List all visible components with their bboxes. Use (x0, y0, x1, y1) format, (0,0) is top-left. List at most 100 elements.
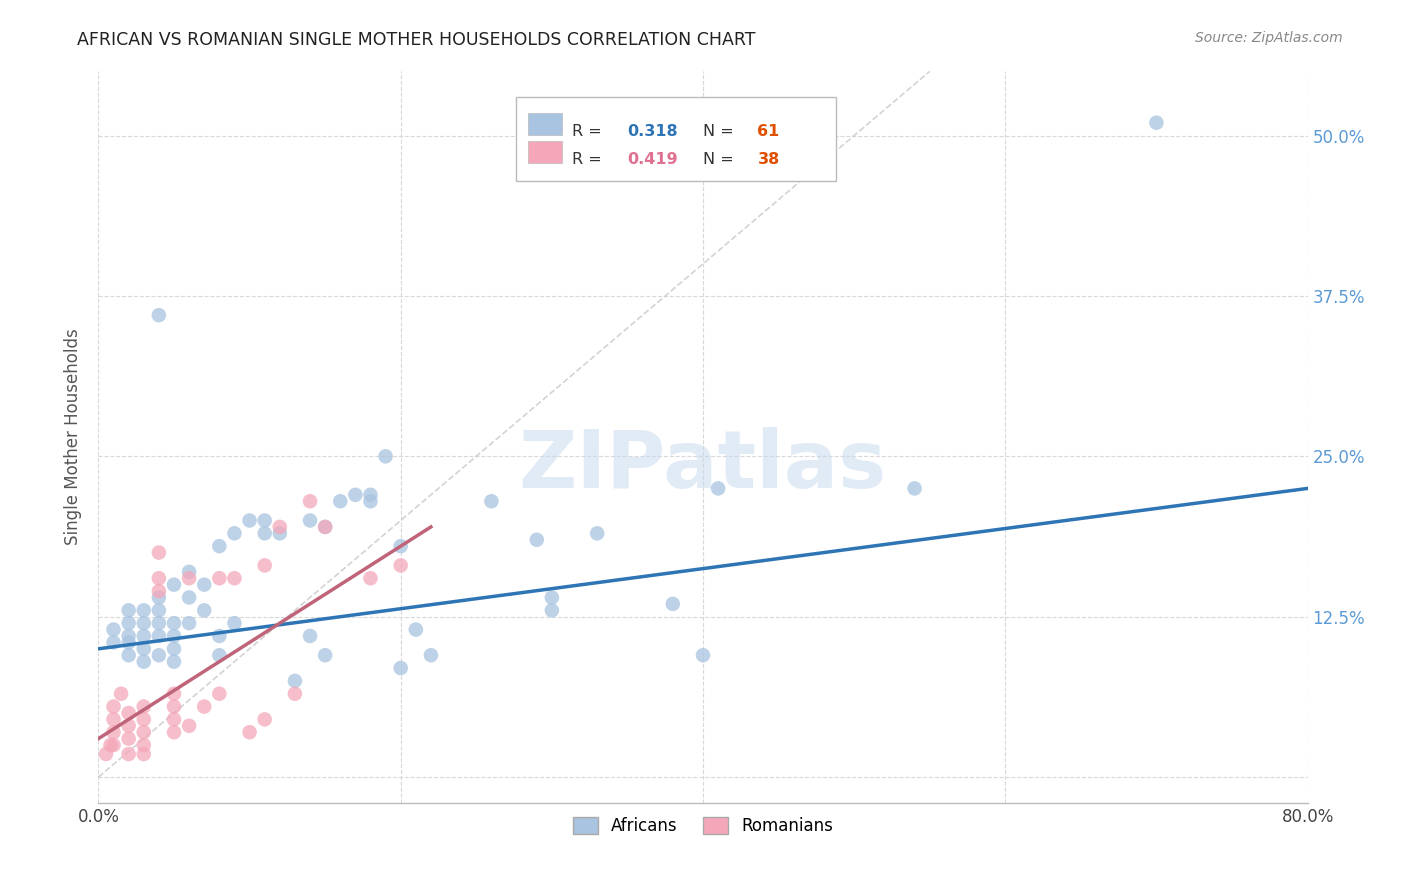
Point (179, 565, 201, 579)
Point (193, 577, 215, 591)
Point (148, 591, 170, 605)
Point (540, 603, 562, 617)
Point (132, 712, 155, 726)
Point (481, 494, 503, 508)
Point (692, 648, 714, 663)
Point (132, 603, 155, 617)
Text: 61: 61 (758, 124, 780, 139)
Point (208, 629, 231, 643)
Text: Source: ZipAtlas.com: Source: ZipAtlas.com (1195, 31, 1343, 45)
Point (586, 526, 609, 541)
Bar (527, 141, 561, 163)
Point (314, 520, 336, 534)
Point (110, 687, 132, 701)
Text: N =: N = (703, 124, 740, 139)
Point (420, 648, 443, 663)
Point (148, 648, 170, 663)
Point (179, 616, 201, 631)
Point (103, 738, 125, 752)
Point (405, 623, 427, 637)
Point (163, 725, 186, 739)
Point (239, 514, 262, 528)
Text: AFRICAN VS ROMANIAN SINGLE MOTHER HOUSEHOLDS CORRELATION CHART: AFRICAN VS ROMANIAN SINGLE MOTHER HOUSEH… (77, 31, 756, 49)
Text: 0.419: 0.419 (627, 152, 678, 167)
Point (329, 494, 352, 508)
Point (540, 591, 562, 605)
Text: R =: R = (572, 124, 607, 139)
Point (299, 514, 322, 528)
Point (100, 738, 122, 752)
Text: 0.318: 0.318 (627, 124, 678, 139)
Text: ZIPatlas: ZIPatlas (519, 427, 887, 506)
Point (208, 539, 231, 553)
Point (360, 488, 382, 502)
Point (193, 603, 215, 617)
Point (148, 616, 170, 631)
Point (179, 591, 201, 605)
Point (132, 641, 155, 656)
Point (299, 629, 322, 643)
Point (163, 699, 186, 714)
Point (269, 520, 291, 534)
Point (253, 526, 276, 541)
Point (163, 655, 186, 669)
Point (118, 616, 141, 631)
Point (253, 514, 276, 528)
Point (118, 719, 141, 733)
Point (374, 450, 396, 464)
Point (148, 308, 170, 322)
Point (118, 731, 141, 746)
Point (253, 558, 276, 573)
Point (224, 571, 246, 585)
Point (132, 725, 155, 739)
Point (132, 747, 155, 761)
Point (284, 673, 307, 688)
Point (118, 706, 141, 720)
Point (163, 616, 186, 631)
Point (163, 629, 186, 643)
Bar (527, 113, 561, 136)
Point (208, 648, 231, 663)
Point (360, 494, 382, 508)
Point (118, 648, 141, 663)
Point (253, 712, 276, 726)
Y-axis label: Single Mother Households: Single Mother Households (65, 329, 83, 545)
Point (163, 687, 186, 701)
Point (103, 635, 125, 649)
Point (148, 629, 170, 643)
Text: N =: N = (703, 152, 740, 167)
Point (103, 712, 125, 726)
Point (132, 699, 155, 714)
Point (284, 687, 307, 701)
Point (314, 648, 336, 663)
Point (208, 687, 231, 701)
Point (118, 603, 141, 617)
Point (526, 533, 548, 547)
Point (193, 699, 215, 714)
Point (389, 558, 412, 573)
Point (179, 719, 201, 733)
Point (148, 545, 170, 559)
Point (103, 699, 125, 714)
Point (132, 738, 155, 752)
Text: R =: R = (572, 152, 607, 167)
Point (103, 623, 125, 637)
Point (163, 712, 186, 726)
Point (118, 747, 141, 761)
Point (360, 571, 382, 585)
Point (1144, 116, 1167, 130)
Point (208, 571, 231, 585)
Point (389, 661, 412, 675)
Point (103, 725, 125, 739)
Point (269, 526, 291, 541)
Point (163, 577, 186, 591)
Point (299, 494, 322, 508)
Point (707, 482, 730, 496)
Point (224, 526, 246, 541)
Point (148, 571, 170, 585)
Point (224, 616, 246, 631)
Point (314, 520, 336, 534)
Point (118, 635, 141, 649)
Point (94, 747, 117, 761)
Point (389, 539, 412, 553)
